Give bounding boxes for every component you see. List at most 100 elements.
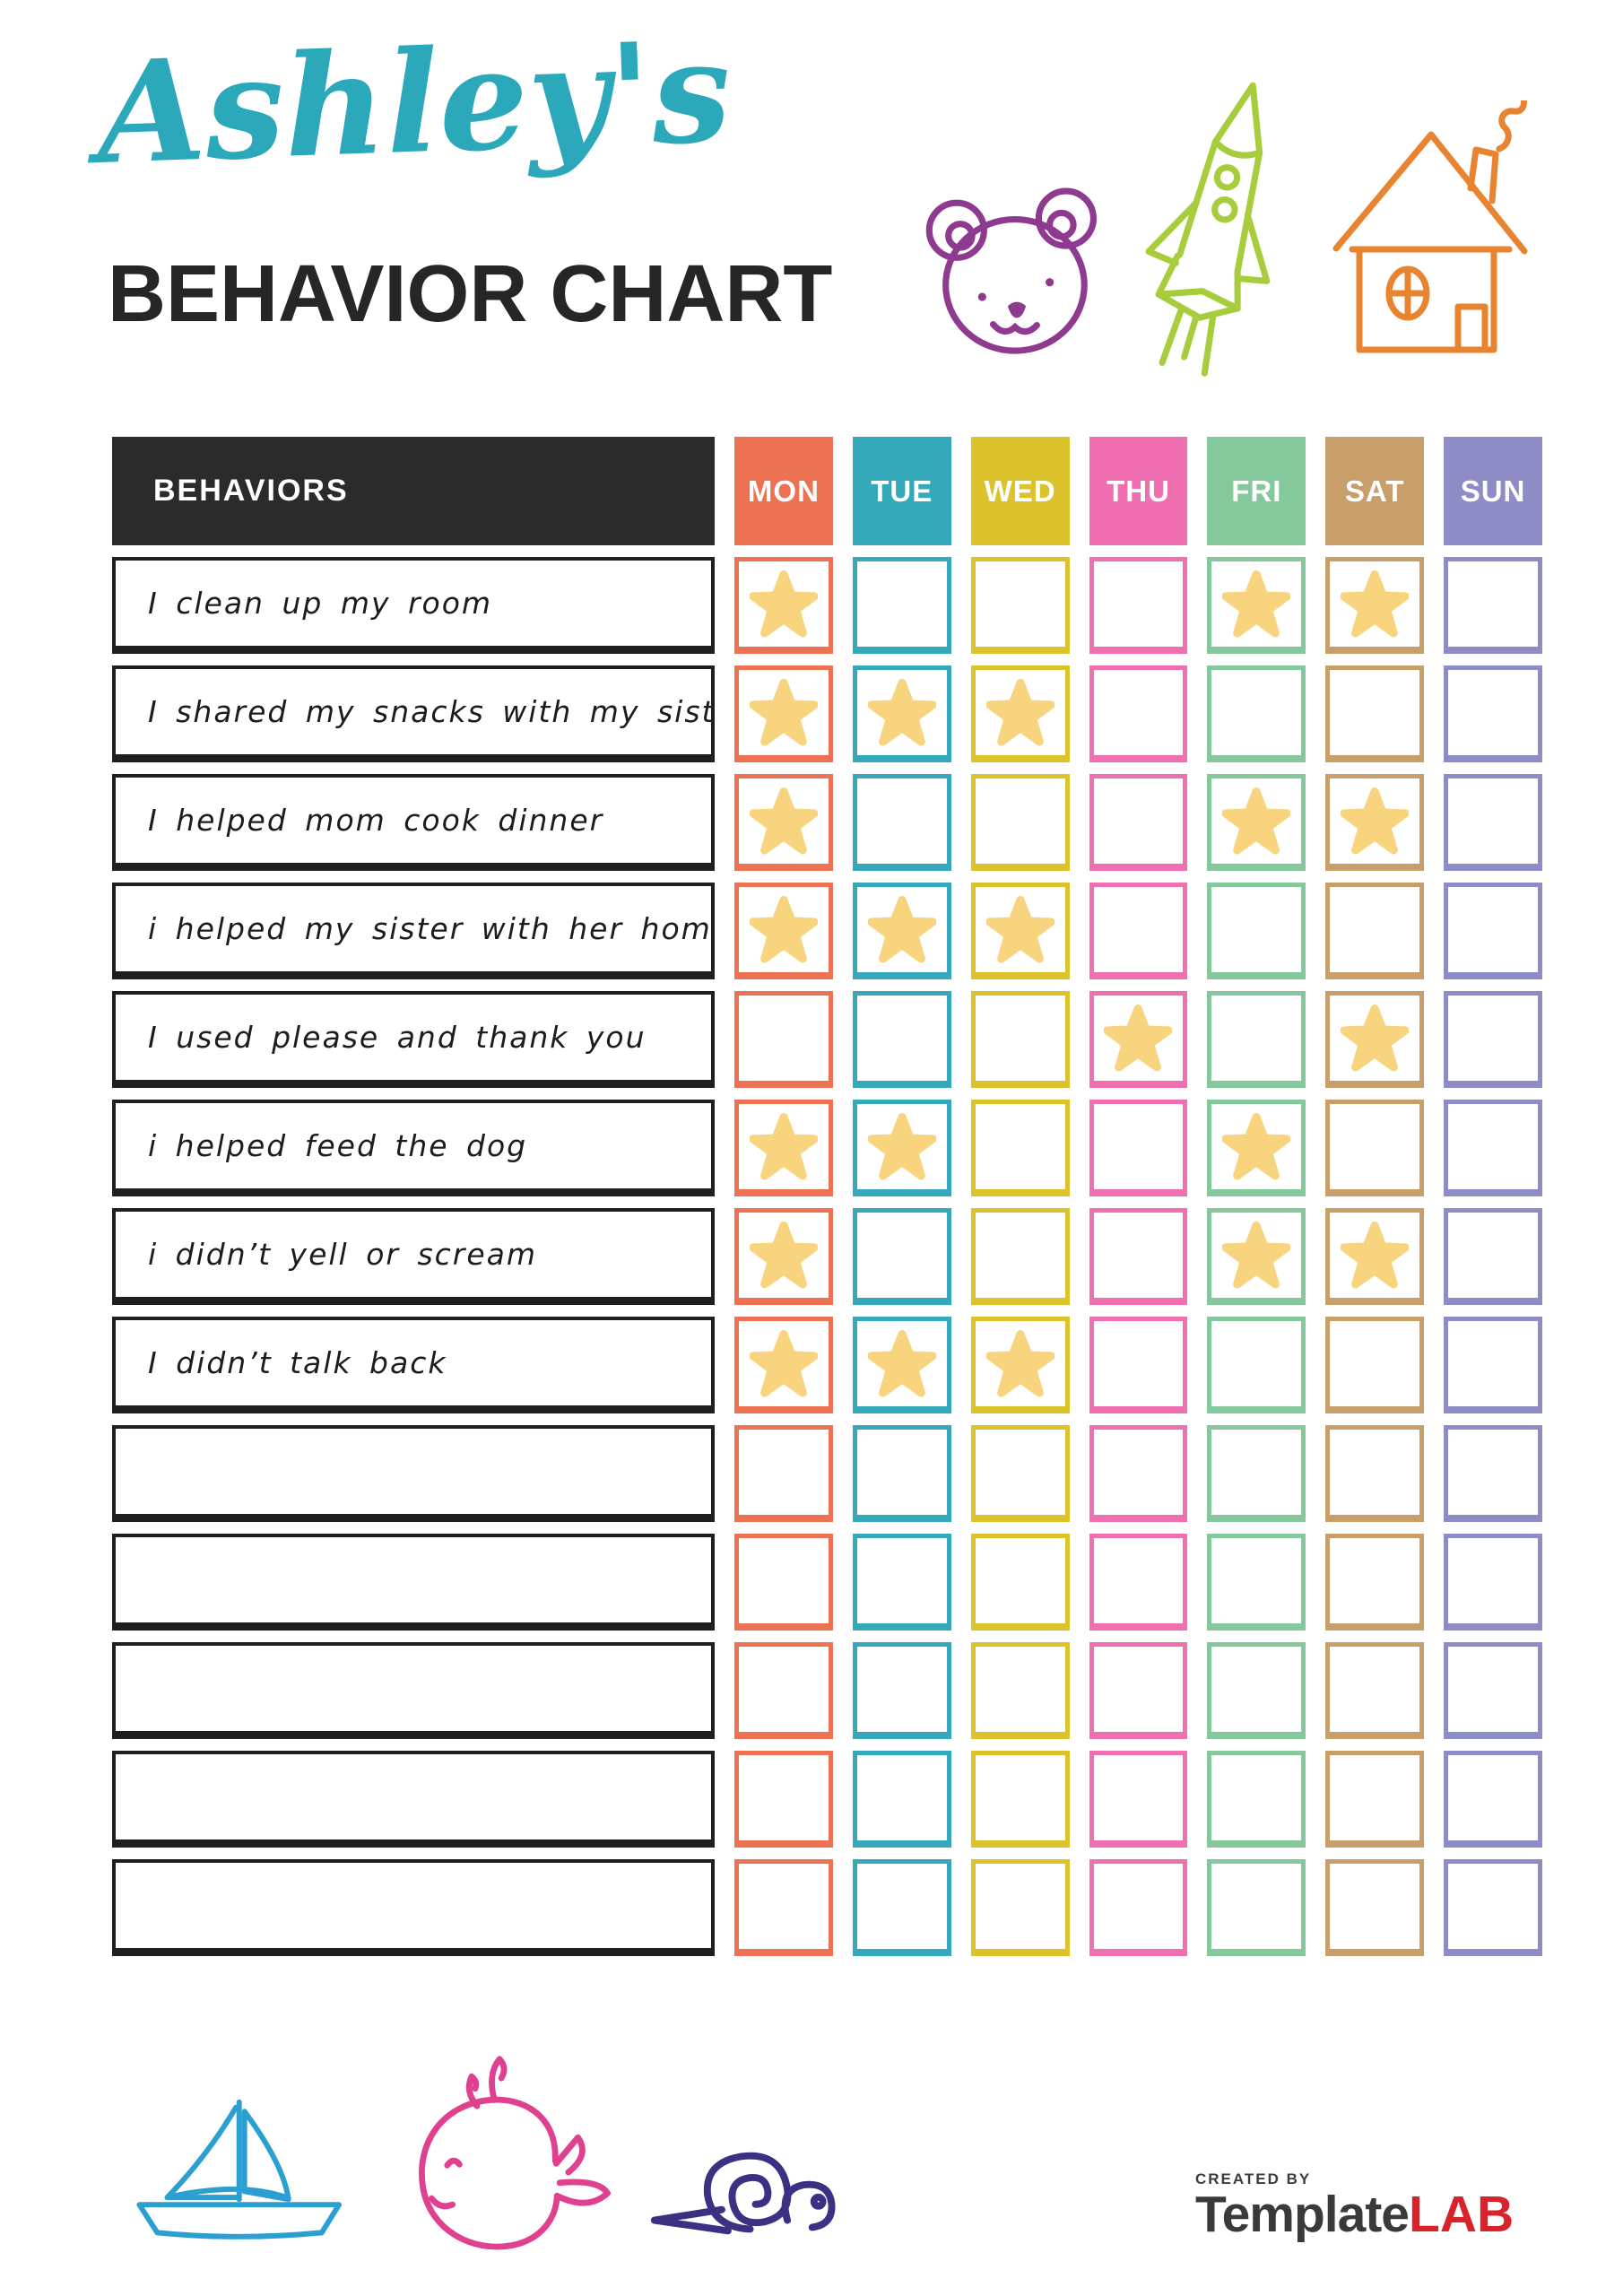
day-cell-thu[interactable] [1089, 1208, 1188, 1305]
day-cell-mon[interactable] [734, 991, 833, 1088]
day-cell-mon[interactable] [734, 1100, 833, 1196]
day-cell-tue[interactable] [852, 883, 951, 979]
day-cell-wed[interactable] [970, 774, 1070, 871]
day-cell-fri[interactable] [1207, 1859, 1306, 1956]
day-cell-tue[interactable] [852, 1859, 951, 1956]
day-cell-sun[interactable] [1444, 991, 1542, 1088]
day-cell-fri[interactable] [1207, 883, 1306, 979]
day-cell-fri[interactable] [1207, 665, 1306, 762]
day-cell-fri[interactable] [1207, 1534, 1306, 1631]
day-cell-thu[interactable] [1089, 557, 1188, 654]
day-cell-mon[interactable] [734, 557, 833, 654]
day-cell-mon[interactable] [734, 1425, 833, 1522]
day-cell-wed[interactable] [970, 1751, 1070, 1848]
day-cell-thu[interactable] [1089, 1425, 1188, 1522]
behavior-label[interactable] [112, 1751, 715, 1848]
day-cell-sun[interactable] [1444, 1208, 1542, 1305]
day-cell-tue[interactable] [852, 774, 951, 871]
day-cell-sun[interactable] [1444, 665, 1542, 762]
day-cell-fri[interactable] [1207, 557, 1306, 654]
day-cell-fri[interactable] [1207, 991, 1306, 1088]
behavior-label[interactable]: I shared my snacks with my sister [112, 665, 715, 762]
day-cell-sun[interactable] [1444, 883, 1542, 979]
day-cell-thu[interactable] [1089, 774, 1188, 871]
behavior-label[interactable] [112, 1642, 715, 1739]
day-cell-wed[interactable] [970, 1100, 1070, 1196]
day-cell-sun[interactable] [1444, 1100, 1542, 1196]
day-cell-thu[interactable] [1089, 883, 1188, 979]
day-cell-tue[interactable] [852, 1100, 951, 1196]
day-cell-sat[interactable] [1325, 1642, 1425, 1739]
day-cell-mon[interactable] [734, 1534, 833, 1631]
day-cell-sat[interactable] [1325, 1208, 1425, 1305]
day-cell-tue[interactable] [852, 665, 951, 762]
day-cell-mon[interactable] [734, 1859, 833, 1956]
behavior-label[interactable] [112, 1859, 715, 1956]
behavior-label[interactable]: I used please and thank you [112, 991, 715, 1088]
day-cell-mon[interactable] [734, 883, 833, 979]
day-cell-fri[interactable] [1207, 1100, 1306, 1196]
day-cell-wed[interactable] [970, 883, 1070, 979]
day-cell-sat[interactable] [1325, 1317, 1425, 1413]
day-cell-mon[interactable] [734, 1751, 833, 1848]
day-cell-fri[interactable] [1207, 1208, 1306, 1305]
behavior-label[interactable]: i didn’t yell or scream [112, 1208, 715, 1305]
day-cell-thu[interactable] [1089, 1317, 1188, 1413]
day-cell-tue[interactable] [852, 1534, 951, 1631]
day-cell-sun[interactable] [1444, 1534, 1542, 1631]
day-cell-thu[interactable] [1089, 665, 1188, 762]
day-cell-fri[interactable] [1207, 774, 1306, 871]
day-cell-sat[interactable] [1325, 1425, 1425, 1522]
day-cell-sat[interactable] [1325, 774, 1425, 871]
day-cell-wed[interactable] [970, 991, 1070, 1088]
day-cell-sat[interactable] [1325, 1100, 1425, 1196]
day-cell-sun[interactable] [1444, 557, 1542, 654]
day-cell-wed[interactable] [970, 665, 1070, 762]
day-cell-tue[interactable] [852, 557, 951, 654]
day-cell-wed[interactable] [970, 1534, 1070, 1631]
day-cell-tue[interactable] [852, 1208, 951, 1305]
day-cell-sun[interactable] [1444, 1751, 1542, 1848]
day-cell-sun[interactable] [1444, 1642, 1542, 1739]
day-cell-mon[interactable] [734, 1317, 833, 1413]
day-cell-tue[interactable] [852, 1642, 951, 1739]
day-cell-tue[interactable] [852, 1751, 951, 1848]
day-cell-fri[interactable] [1207, 1425, 1306, 1522]
day-cell-sun[interactable] [1444, 1425, 1542, 1522]
day-cell-mon[interactable] [734, 774, 833, 871]
day-cell-fri[interactable] [1207, 1317, 1306, 1413]
day-cell-sat[interactable] [1325, 883, 1425, 979]
day-cell-sat[interactable] [1325, 1751, 1425, 1848]
day-cell-sat[interactable] [1325, 1859, 1425, 1956]
day-cell-thu[interactable] [1089, 1534, 1188, 1631]
behavior-label[interactable] [112, 1534, 715, 1631]
day-cell-thu[interactable] [1089, 991, 1188, 1088]
day-cell-thu[interactable] [1089, 1859, 1188, 1956]
day-cell-sat[interactable] [1325, 1534, 1425, 1631]
day-cell-wed[interactable] [970, 1642, 1070, 1739]
day-cell-thu[interactable] [1089, 1751, 1188, 1848]
behavior-label[interactable]: i helped feed the dog [112, 1100, 715, 1196]
day-cell-sun[interactable] [1444, 1859, 1542, 1956]
day-cell-tue[interactable] [852, 1317, 951, 1413]
day-cell-wed[interactable] [970, 557, 1070, 654]
day-cell-tue[interactable] [852, 1425, 951, 1522]
day-cell-mon[interactable] [734, 1642, 833, 1739]
day-cell-sat[interactable] [1325, 665, 1425, 762]
behavior-label[interactable]: I clean up my room [112, 557, 715, 654]
behavior-label[interactable]: I didn’t talk back [112, 1317, 715, 1413]
day-cell-fri[interactable] [1207, 1751, 1306, 1848]
behavior-label[interactable]: i helped my sister with her homework [112, 883, 715, 979]
day-cell-sun[interactable] [1444, 1317, 1542, 1413]
day-cell-wed[interactable] [970, 1859, 1070, 1956]
day-cell-wed[interactable] [970, 1317, 1070, 1413]
day-cell-mon[interactable] [734, 1208, 833, 1305]
day-cell-thu[interactable] [1089, 1100, 1188, 1196]
behavior-label[interactable]: I helped mom cook dinner [112, 774, 715, 871]
day-cell-wed[interactable] [970, 1208, 1070, 1305]
day-cell-fri[interactable] [1207, 1642, 1306, 1739]
day-cell-mon[interactable] [734, 665, 833, 762]
day-cell-thu[interactable] [1089, 1642, 1188, 1739]
behavior-label[interactable] [112, 1425, 715, 1522]
day-cell-sun[interactable] [1444, 774, 1542, 871]
